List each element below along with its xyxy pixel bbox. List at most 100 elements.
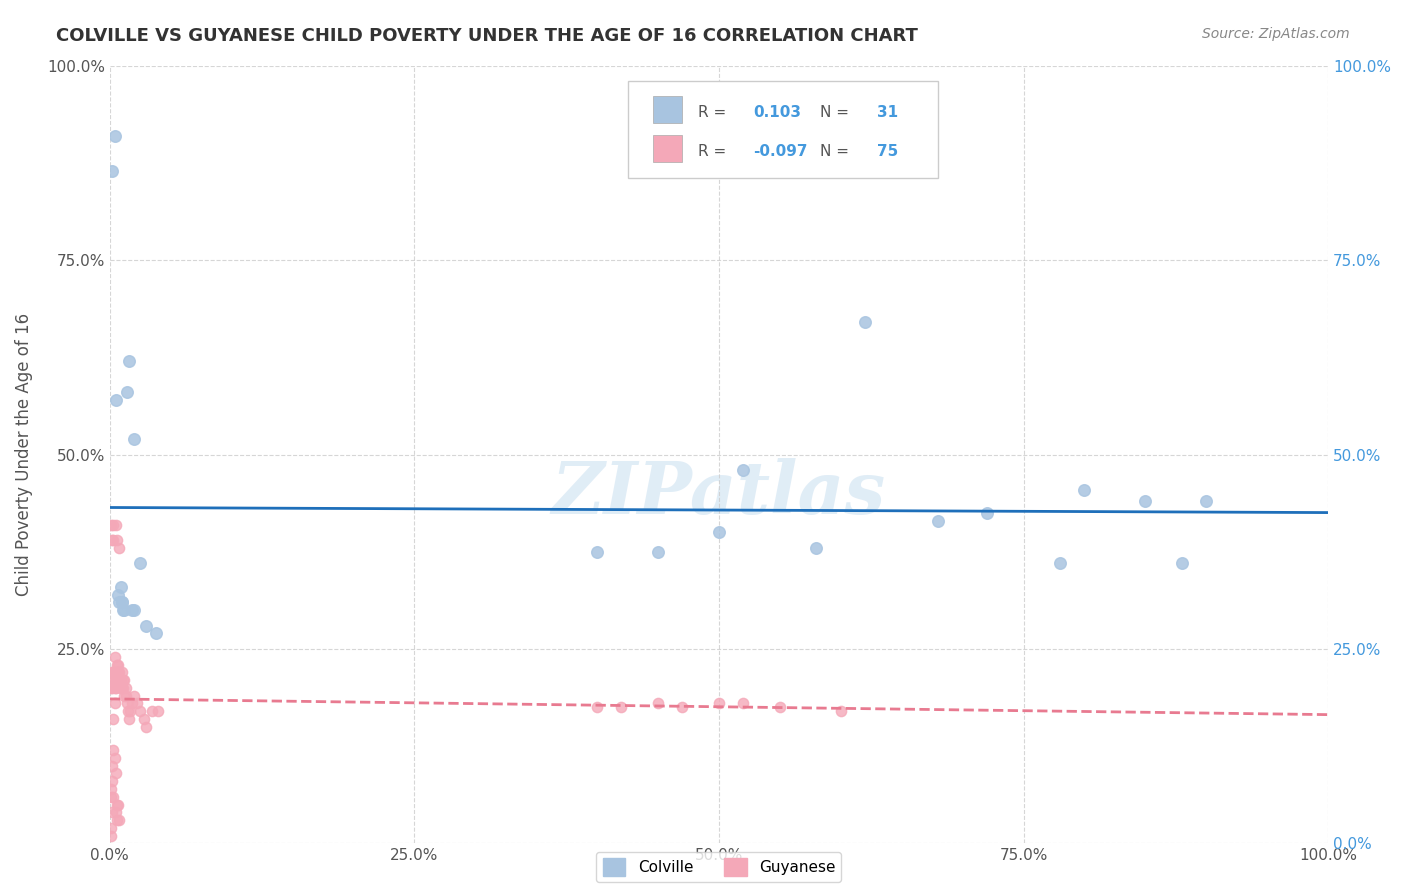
Point <box>135 618 157 632</box>
Point <box>112 603 135 617</box>
Point <box>111 665 134 680</box>
Point <box>110 580 132 594</box>
Point <box>104 805 127 820</box>
Point <box>104 649 127 664</box>
Point <box>107 588 129 602</box>
Point <box>108 541 131 555</box>
Point <box>110 673 132 687</box>
Point <box>101 673 124 687</box>
Point <box>141 704 163 718</box>
Point <box>145 626 167 640</box>
Point <box>1195 494 1218 508</box>
Point <box>118 712 141 726</box>
Point <box>105 533 128 547</box>
FancyBboxPatch shape <box>654 135 682 162</box>
Text: R =: R = <box>699 144 727 159</box>
Point <box>1171 557 1194 571</box>
Point <box>100 821 122 835</box>
Point <box>103 789 125 804</box>
Text: N =: N = <box>820 104 849 120</box>
Point <box>101 163 124 178</box>
Point <box>769 700 792 714</box>
Point <box>103 533 125 547</box>
Point <box>104 697 127 711</box>
Point <box>129 557 152 571</box>
Point <box>733 697 755 711</box>
Point <box>103 712 125 726</box>
Point <box>100 665 122 680</box>
Point <box>105 813 128 827</box>
Point <box>104 681 127 695</box>
Point <box>108 595 131 609</box>
Point <box>111 595 134 609</box>
Point <box>114 681 136 695</box>
Point <box>671 700 693 714</box>
Point <box>105 657 128 672</box>
Point <box>647 697 669 711</box>
Point <box>103 517 125 532</box>
FancyBboxPatch shape <box>627 81 938 178</box>
Point <box>112 673 135 687</box>
Point <box>100 829 122 843</box>
Point <box>108 665 131 680</box>
Point <box>105 797 128 812</box>
Point <box>103 665 125 680</box>
Point <box>927 514 949 528</box>
Point <box>104 665 127 680</box>
Point <box>122 603 145 617</box>
Point <box>104 665 127 680</box>
Point <box>111 595 134 609</box>
Point <box>610 700 633 714</box>
Point <box>101 774 124 789</box>
Point <box>100 517 122 532</box>
Point <box>101 533 124 547</box>
Text: 31: 31 <box>877 104 898 120</box>
Point <box>107 665 129 680</box>
Point <box>647 545 669 559</box>
Point <box>103 673 125 687</box>
Point <box>101 681 124 695</box>
Point <box>104 517 127 532</box>
Point <box>104 766 127 780</box>
Point <box>122 689 145 703</box>
Point <box>707 697 730 711</box>
Point <box>100 681 122 695</box>
Point <box>112 689 135 703</box>
Point <box>117 704 139 718</box>
FancyBboxPatch shape <box>654 96 682 123</box>
Point <box>112 603 135 617</box>
Text: ZIPatlas: ZIPatlas <box>553 458 886 529</box>
Point <box>107 657 129 672</box>
Point <box>104 128 127 143</box>
Point <box>122 432 145 446</box>
Point <box>129 704 152 718</box>
Point <box>115 697 138 711</box>
Point <box>733 463 755 477</box>
Point <box>121 697 143 711</box>
Text: 75: 75 <box>877 144 898 159</box>
Point <box>108 813 131 827</box>
Point <box>120 704 142 718</box>
Point <box>105 665 128 680</box>
Point <box>853 315 876 329</box>
Point <box>103 743 125 757</box>
Point <box>1049 557 1071 571</box>
Text: R =: R = <box>699 104 727 120</box>
Point <box>112 681 135 695</box>
Point <box>806 541 828 555</box>
Point <box>976 506 998 520</box>
Point <box>114 689 136 703</box>
Point <box>107 797 129 812</box>
Point <box>586 545 609 559</box>
Y-axis label: Child Poverty Under the Age of 16: Child Poverty Under the Age of 16 <box>15 313 32 596</box>
Point <box>101 805 124 820</box>
Point <box>1135 494 1157 508</box>
Point <box>118 354 141 368</box>
Point <box>104 393 127 408</box>
Point <box>586 700 609 714</box>
Point <box>112 673 135 687</box>
Text: 0.103: 0.103 <box>754 104 801 120</box>
Text: N =: N = <box>820 144 849 159</box>
Point <box>132 712 155 726</box>
Point <box>101 758 124 772</box>
